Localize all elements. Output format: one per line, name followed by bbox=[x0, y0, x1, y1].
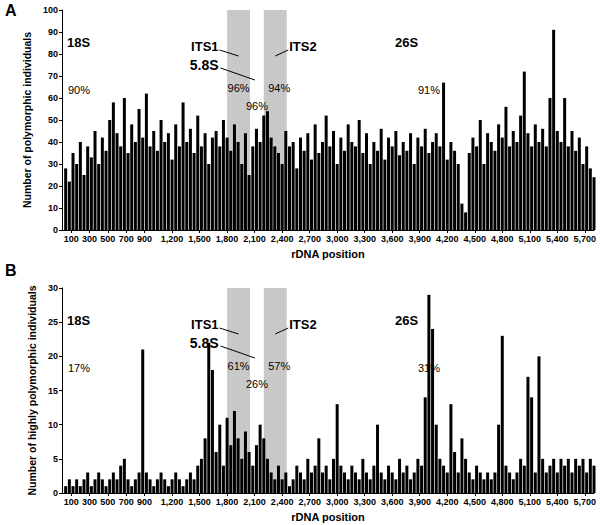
svg-text:4,800: 4,800 bbox=[491, 234, 514, 244]
svg-text:30: 30 bbox=[48, 159, 58, 169]
svg-text:60: 60 bbox=[48, 93, 58, 103]
svg-text:2,400: 2,400 bbox=[271, 234, 294, 244]
svg-text:4,200: 4,200 bbox=[436, 497, 459, 507]
svg-text:Number of polymorphic individu: Number of polymorphic individuals bbox=[21, 32, 33, 208]
svg-text:B: B bbox=[5, 262, 17, 279]
svg-text:5,400: 5,400 bbox=[546, 234, 569, 244]
svg-text:ITS1: ITS1 bbox=[191, 39, 218, 54]
svg-text:5: 5 bbox=[53, 454, 58, 464]
svg-text:50: 50 bbox=[48, 115, 58, 125]
svg-text:26S: 26S bbox=[395, 313, 418, 328]
svg-text:5,700: 5,700 bbox=[574, 234, 597, 244]
svg-text:1,200: 1,200 bbox=[161, 497, 184, 507]
svg-text:96%: 96% bbox=[228, 82, 250, 94]
svg-text:15: 15 bbox=[48, 386, 58, 396]
svg-text:4,200: 4,200 bbox=[436, 234, 459, 244]
svg-text:17%: 17% bbox=[68, 362, 90, 374]
svg-text:3,300: 3,300 bbox=[353, 497, 376, 507]
svg-text:0: 0 bbox=[53, 225, 58, 235]
svg-text:2,400: 2,400 bbox=[271, 497, 294, 507]
svg-text:3,000: 3,000 bbox=[326, 234, 349, 244]
svg-text:80: 80 bbox=[48, 49, 58, 59]
svg-text:1,500: 1,500 bbox=[188, 234, 211, 244]
svg-text:18S: 18S bbox=[67, 35, 90, 50]
svg-text:3,600: 3,600 bbox=[381, 497, 404, 507]
svg-text:4,800: 4,800 bbox=[491, 497, 514, 507]
svg-text:90: 90 bbox=[48, 27, 58, 37]
svg-text:70: 70 bbox=[48, 71, 58, 81]
svg-text:ITS1: ITS1 bbox=[191, 317, 218, 332]
svg-text:2,700: 2,700 bbox=[298, 497, 321, 507]
svg-text:96%: 96% bbox=[246, 100, 268, 112]
svg-text:25: 25 bbox=[48, 317, 58, 327]
svg-text:100: 100 bbox=[43, 5, 58, 15]
svg-text:4,500: 4,500 bbox=[463, 234, 486, 244]
svg-text:300: 300 bbox=[82, 234, 97, 244]
svg-text:57%: 57% bbox=[268, 360, 290, 372]
svg-text:26%: 26% bbox=[246, 378, 268, 390]
svg-text:5,100: 5,100 bbox=[519, 497, 542, 507]
svg-text:ITS2: ITS2 bbox=[289, 317, 316, 332]
svg-text:300: 300 bbox=[82, 497, 97, 507]
svg-text:900: 900 bbox=[137, 497, 152, 507]
svg-text:91%: 91% bbox=[418, 84, 440, 96]
svg-text:61%: 61% bbox=[228, 360, 250, 372]
svg-text:90%: 90% bbox=[68, 84, 90, 96]
svg-text:1,800: 1,800 bbox=[216, 497, 239, 507]
svg-text:1,500: 1,500 bbox=[188, 497, 211, 507]
svg-text:500: 500 bbox=[100, 497, 115, 507]
svg-text:100: 100 bbox=[64, 497, 79, 507]
svg-text:26S: 26S bbox=[395, 35, 418, 50]
svg-text:ITS2: ITS2 bbox=[289, 39, 316, 54]
svg-text:3,900: 3,900 bbox=[408, 234, 431, 244]
svg-text:1,200: 1,200 bbox=[161, 234, 184, 244]
svg-text:500: 500 bbox=[100, 234, 115, 244]
svg-text:0: 0 bbox=[53, 488, 58, 498]
svg-text:5,700: 5,700 bbox=[574, 497, 597, 507]
svg-text:40: 40 bbox=[48, 137, 58, 147]
svg-text:rDNA position: rDNA position bbox=[291, 248, 365, 260]
svg-text:3,000: 3,000 bbox=[326, 497, 349, 507]
svg-text:5.8S: 5.8S bbox=[190, 335, 219, 351]
svg-text:31%: 31% bbox=[418, 362, 440, 374]
svg-text:94%: 94% bbox=[268, 82, 290, 94]
svg-text:4,500: 4,500 bbox=[463, 497, 486, 507]
svg-text:700: 700 bbox=[119, 234, 134, 244]
svg-text:20: 20 bbox=[48, 351, 58, 361]
svg-text:3,900: 3,900 bbox=[408, 497, 431, 507]
svg-text:3,300: 3,300 bbox=[353, 234, 376, 244]
svg-text:20: 20 bbox=[48, 181, 58, 191]
svg-text:900: 900 bbox=[137, 234, 152, 244]
svg-text:10: 10 bbox=[48, 420, 58, 430]
svg-text:1,800: 1,800 bbox=[216, 234, 239, 244]
svg-text:700: 700 bbox=[119, 497, 134, 507]
svg-text:30: 30 bbox=[48, 283, 58, 293]
svg-text:3,600: 3,600 bbox=[381, 234, 404, 244]
svg-text:18S: 18S bbox=[67, 313, 90, 328]
svg-text:5,400: 5,400 bbox=[546, 497, 569, 507]
svg-text:100: 100 bbox=[64, 234, 79, 244]
svg-text:5.8S: 5.8S bbox=[190, 57, 219, 73]
svg-text:2,700: 2,700 bbox=[298, 234, 321, 244]
svg-text:rDNA position: rDNA position bbox=[291, 511, 365, 523]
svg-text:A: A bbox=[5, 2, 17, 19]
svg-text:5,100: 5,100 bbox=[519, 234, 542, 244]
svg-text:Number of highly polymorphic i: Number of highly polymorphic individuals bbox=[26, 285, 38, 495]
svg-text:2,100: 2,100 bbox=[243, 234, 266, 244]
svg-text:10: 10 bbox=[48, 203, 58, 213]
svg-text:2,100: 2,100 bbox=[243, 497, 266, 507]
